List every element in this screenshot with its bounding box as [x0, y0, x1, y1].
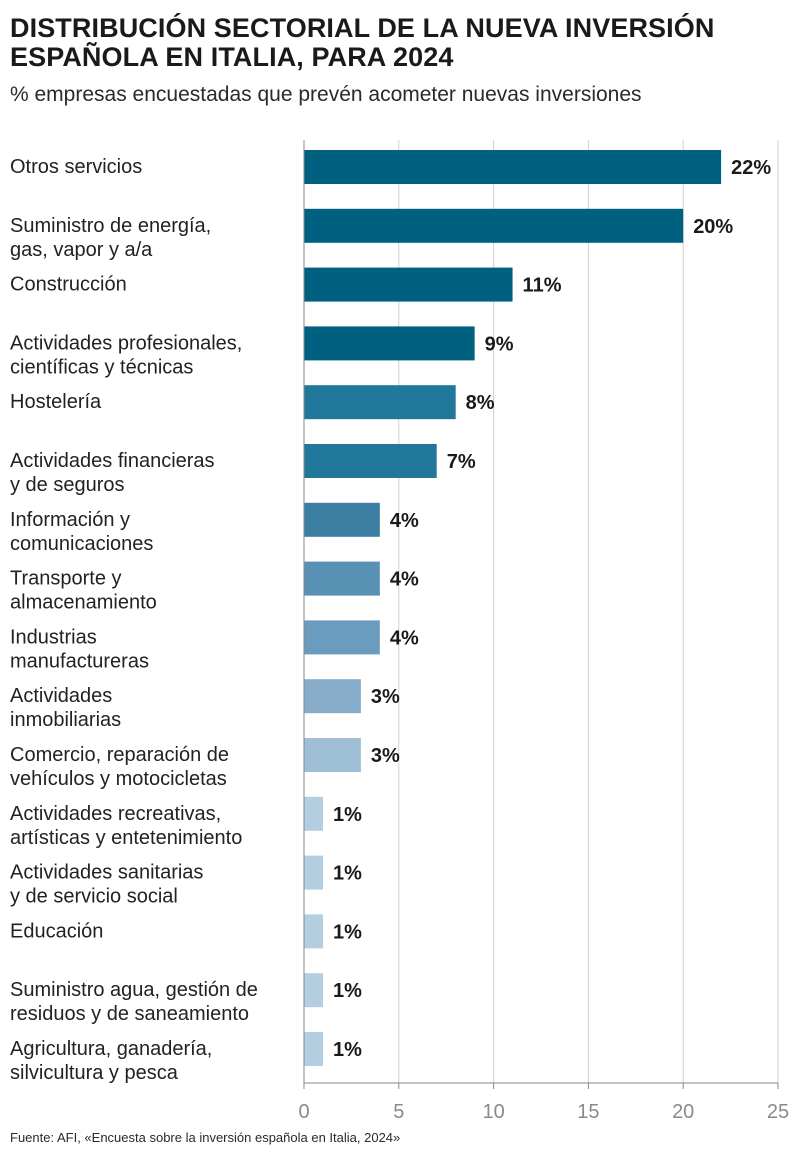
category-label: Agricultura, ganadería, silvicultura y pe… [10, 1038, 212, 1084]
x-tick-label: 5 [393, 1101, 404, 1123]
category-label-line: Comercio, reparación de [10, 744, 229, 766]
x-tick-label: 15 [577, 1101, 599, 1123]
bar [304, 385, 456, 420]
bar [304, 1032, 323, 1066]
category-label: Actividades recreativas, artísticas y ent… [10, 803, 242, 849]
category-label-line: Actividades recreativas, [10, 803, 221, 825]
category-label-line: residuos y de saneamiento [10, 1003, 249, 1025]
category-label-line: comunicaciones [10, 533, 153, 555]
category-label-line: científicas y técnicas [10, 356, 193, 378]
bar [304, 620, 380, 655]
bar-value-label: 8% [466, 392, 495, 414]
bar-value-label: 4% [390, 569, 419, 591]
category-label-line: artísticas y entetenimiento [10, 827, 242, 849]
category-label-line: Información y [10, 509, 130, 531]
bars [304, 150, 722, 1066]
category-label-line: Actividades sanitarias [10, 862, 203, 884]
bar-value-label: 1% [333, 1039, 362, 1061]
bar-value-label: 1% [333, 921, 362, 943]
category-label-line: Hostelería [10, 391, 102, 413]
bar-value-label: 3% [371, 686, 400, 708]
x-tick-label: 0 [298, 1101, 309, 1123]
bar-value-label: 1% [333, 980, 362, 1002]
bar [304, 855, 323, 890]
bar-value-label: 9% [485, 333, 514, 355]
category-label: Actividades financieras y de seguros [10, 450, 215, 496]
bar-value-label: 1% [333, 804, 362, 826]
category-label: Actividades sanitarias y de servicio soci… [10, 862, 203, 908]
category-label-line: Industrias [10, 626, 97, 648]
category-label: Suministro agua, gestión de residuos y de… [10, 979, 258, 1025]
category-label-line: Agricultura, ganadería, [10, 1038, 212, 1060]
bar-value-label: 4% [390, 627, 419, 649]
bar-value-label: 7% [447, 451, 476, 473]
category-label-line: Otros servicios [10, 156, 142, 178]
bar-value-label: 22% [731, 157, 771, 179]
category-label: Suministro de energía, gas, vapor y a/a [10, 215, 211, 261]
category-label-line: manufactureras [10, 650, 149, 672]
bar [304, 561, 380, 596]
bar-value-label: 3% [371, 745, 400, 767]
bar [304, 738, 361, 772]
bar [304, 973, 323, 1008]
bar [304, 208, 684, 243]
x-tick-label: 25 [767, 1101, 789, 1123]
bar [304, 444, 437, 478]
category-label: Actividades inmobiliarias [10, 685, 121, 731]
bar [304, 326, 475, 361]
chart-subtitle: % empresas encuestadas que prevén acomet… [10, 83, 642, 106]
bar [304, 796, 323, 831]
category-label-line: Educación [10, 920, 103, 942]
bar [304, 267, 513, 302]
category-label: Industrias manufactureras [10, 626, 149, 672]
category-label: Información y comunicaciones [10, 509, 153, 555]
bar [304, 502, 380, 537]
source-note: Fuente: AFI, «Encuesta sobre la inversió… [10, 1130, 401, 1145]
bar-value-label: 11% [523, 275, 562, 297]
category-label-line: Transporte y [10, 568, 122, 590]
x-tick-label: 10 [482, 1101, 504, 1123]
category-label: Actividades profesionales, científicas y … [10, 332, 242, 378]
category-label: Construcción [10, 274, 127, 296]
category-label-line: vehículos y motocicletas [10, 768, 227, 790]
bar-value-label: 20% [693, 216, 733, 238]
category-label-line: Construcción [10, 274, 127, 296]
x-tick-label: 20 [672, 1101, 694, 1123]
category-label-line: Actividades profesionales, [10, 332, 242, 354]
category-label-line: inmobiliarias [10, 709, 121, 731]
chart-title: DISTRIBUCIÓN SECTORIAL DE LA NUEVA INVER… [10, 13, 715, 72]
category-label-line: y de servicio social [10, 886, 178, 908]
category-label-line: gas, vapor y a/a [10, 239, 153, 261]
x-axis: 0 5 10 15 20 25 [298, 140, 789, 1123]
category-labels: Otros servicios Suministro de energía, gas… [10, 156, 258, 1084]
bar-value-label: 4% [390, 510, 419, 532]
value-labels: 22% 20% 11% 9% 8% 7% 4% 4% 4% 3% 3% 1% 1% 1% 1% 1% [333, 157, 771, 1061]
category-label-line: silvicultura y pesca [10, 1062, 179, 1084]
category-label-line: almacenamiento [10, 592, 157, 614]
bar-value-label: 1% [333, 863, 362, 885]
bar [304, 914, 323, 949]
category-label: Transporte y almacenamiento [10, 568, 157, 614]
category-label-line: Suministro agua, gestión de [10, 979, 258, 1001]
category-label: Hostelería [10, 391, 102, 413]
bar [304, 150, 722, 184]
category-label: Educación [10, 920, 103, 942]
category-label-line: Actividades [10, 685, 112, 707]
category-label-line: Actividades financieras [10, 450, 215, 472]
category-label: Comercio, reparación de vehículos y motoc… [10, 744, 229, 790]
category-label-line: Suministro de energía, [10, 215, 211, 237]
category-label: Otros servicios [10, 156, 142, 178]
bar [304, 679, 361, 714]
category-label-line: y de seguros [10, 474, 125, 496]
